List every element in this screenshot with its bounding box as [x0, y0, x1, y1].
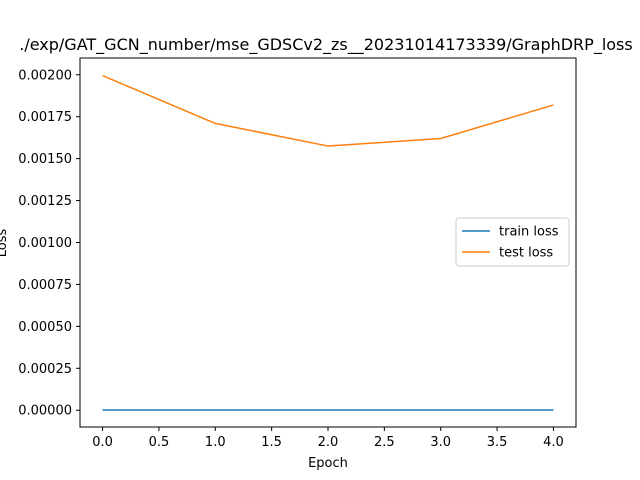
- x-tick-label: 0.5: [149, 435, 170, 450]
- y-axis-label: Loss: [0, 229, 10, 258]
- x-tick-label: 2.0: [318, 435, 339, 450]
- y-tick-label: 0.00100: [18, 236, 72, 251]
- x-axis-label: Epoch: [308, 456, 348, 471]
- x-tick-label: 4.0: [543, 435, 564, 450]
- y-tick-label: 0.00175: [18, 110, 72, 125]
- x-axis: 0.0 0.5 1.0 1.5 2.0 2.5 3.0 3.5 4.0: [92, 427, 564, 450]
- x-tick-label: 0.0: [92, 435, 113, 450]
- x-tick-label: 3.5: [487, 435, 508, 450]
- y-tick-label: 0.00025: [18, 362, 72, 377]
- plot-area: [102, 74, 554, 411]
- y-tick-label: 0.00150: [18, 152, 72, 167]
- legend-label: test loss: [499, 246, 553, 261]
- x-tick-label: 3.0: [430, 435, 451, 450]
- x-tick-label: 1.5: [261, 435, 282, 450]
- x-tick-label: 1.0: [205, 435, 226, 450]
- y-tick-label: 0.00125: [18, 194, 72, 209]
- y-tick-label: 0.00050: [18, 320, 72, 335]
- x-tick-label: 2.5: [374, 435, 395, 450]
- legend-box: [455, 217, 570, 267]
- y-axis: 0.00000 0.00025 0.00050 0.00075 0.00100 0.001…: [18, 68, 80, 419]
- legend-label: train loss: [499, 225, 559, 240]
- chart-title: ./exp/GAT_GCN_number/mse_GDSCv2_zs__2023…: [19, 35, 632, 55]
- y-tick-label: 0.00075: [18, 278, 72, 293]
- y-tick-label: 0.00200: [18, 68, 72, 83]
- legend: train loss test loss: [455, 217, 570, 267]
- y-tick-label: 0.00000: [18, 404, 72, 419]
- series-line-1: [102, 74, 554, 147]
